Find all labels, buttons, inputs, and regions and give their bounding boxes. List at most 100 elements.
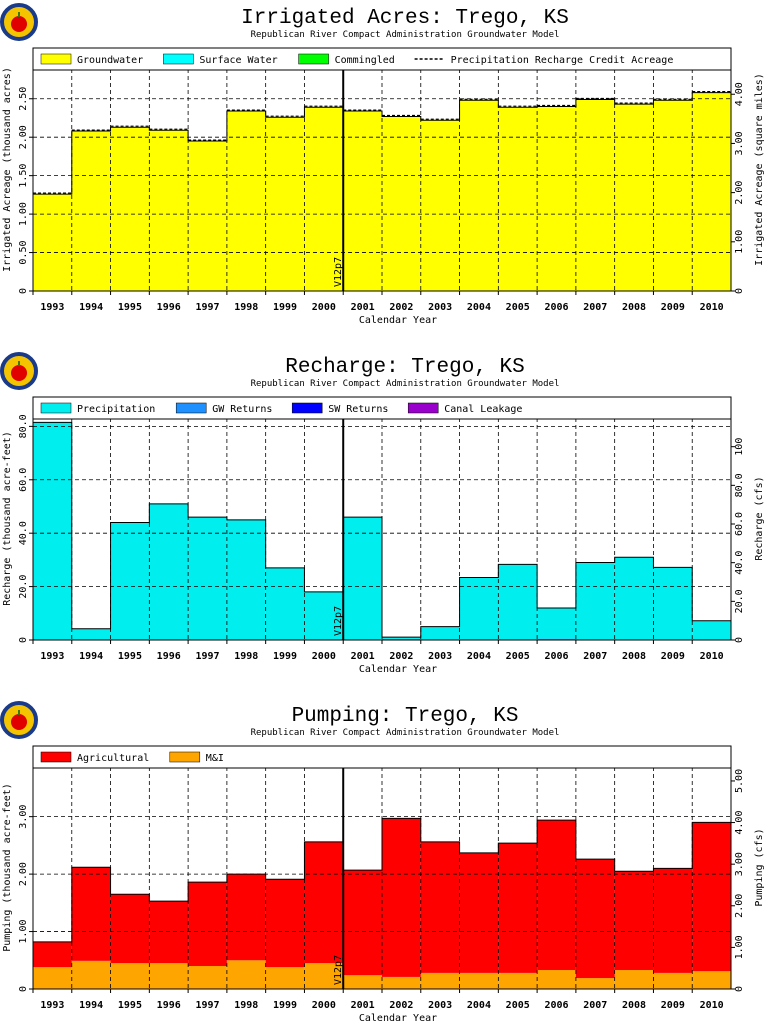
y-tick-label: 2.50	[18, 87, 29, 111]
bar-segment	[110, 894, 150, 964]
x-tick-label: 1997	[195, 302, 219, 313]
legend-swatch	[291, 402, 323, 414]
y2-axis-label: Pumping (cfs)	[754, 828, 765, 906]
legend-swatch	[407, 402, 439, 414]
y2-tick-label: 1.00	[734, 230, 745, 254]
chart-title: Recharge: Trego, KS	[285, 356, 524, 379]
logo-apple	[11, 714, 27, 730]
x-tick-label: 1994	[79, 302, 103, 313]
bar-segment	[71, 628, 111, 640]
bar-segment	[265, 967, 305, 989]
x-tick-label: 1997	[195, 651, 219, 662]
legend-label: GW Returns	[212, 404, 272, 415]
logo-apple	[11, 16, 27, 32]
x-tick-label: 1994	[79, 1000, 103, 1011]
bar-segment	[71, 131, 111, 291]
bar-segment	[459, 972, 499, 989]
chart-subtitle: Republican River Compact Administration …	[251, 379, 560, 389]
x-tick-label: 2000	[312, 651, 336, 662]
x-tick-label: 2001	[351, 302, 375, 313]
y2-tick-label: 80.0	[734, 473, 745, 497]
bar-segment	[420, 626, 460, 640]
bar-segment	[420, 972, 460, 989]
y-axis-label: Pumping (thousand acre-feet)	[2, 783, 13, 952]
bar-segment	[149, 963, 189, 989]
x-tick-label: 2006	[544, 1000, 568, 1011]
chart-title: Irrigated Acres: Trego, KS	[241, 7, 569, 30]
legend-swatch	[175, 402, 207, 414]
bar-segment	[33, 422, 72, 640]
y-tick-label: 0	[18, 986, 29, 992]
bar-segment	[71, 960, 111, 989]
x-tick-label: 1999	[273, 651, 297, 662]
legend-swatch	[40, 402, 72, 414]
x-tick-label: 2000	[312, 1000, 336, 1011]
bar-segment	[343, 111, 382, 291]
bar-segment	[110, 963, 150, 989]
legend-swatch	[40, 751, 72, 763]
y-tick-label: 0	[18, 288, 29, 294]
x-tick-label: 2007	[583, 651, 607, 662]
bar-segment	[149, 503, 189, 640]
bar-segment	[614, 871, 654, 971]
bar-segment	[110, 522, 150, 640]
bar-segment	[304, 963, 344, 989]
y2-tick-label: 20.0	[734, 589, 745, 613]
y-axis-label: Recharge (thousand acre-feet)	[2, 431, 13, 606]
bar-segment	[226, 519, 266, 640]
bar-segment	[110, 127, 150, 292]
y2-tick-label: 5.00	[734, 769, 745, 793]
x-axis-label: Calendar Year	[359, 315, 437, 326]
x-tick-label: 2008	[622, 651, 646, 662]
bar-segment	[382, 976, 421, 989]
version-label: V12p7	[333, 606, 344, 636]
y-tick-label: 3.00	[18, 805, 29, 829]
x-tick-label: 2002	[389, 302, 413, 313]
bar-segment	[614, 970, 654, 989]
x-tick-label: 2009	[661, 1000, 685, 1011]
y-tick-label: 1.50	[18, 164, 29, 188]
y2-tick-label: 100	[734, 438, 745, 456]
x-tick-label: 1996	[157, 302, 181, 313]
bar-segment	[459, 100, 499, 291]
chart-subtitle: Republican River Compact Administration …	[251, 728, 560, 738]
logo-stem	[18, 710, 20, 715]
bar-segment	[575, 978, 615, 989]
bar-segment	[33, 967, 72, 989]
bar-segment	[382, 638, 421, 640]
bar-segment	[575, 562, 615, 640]
x-tick-label: 1994	[79, 651, 103, 662]
bar-segment	[653, 972, 693, 989]
logo-apple	[11, 365, 27, 381]
x-tick-label: 2010	[700, 302, 724, 313]
x-tick-label: 2007	[583, 1000, 607, 1011]
logo-stem	[18, 12, 20, 17]
bar-segment	[420, 841, 460, 973]
legend-swatch	[40, 53, 72, 65]
bar-segment	[692, 620, 731, 640]
bar-segment	[575, 99, 615, 291]
bar-segment	[304, 107, 344, 291]
legend-swatch	[163, 53, 194, 65]
y2-tick-label: 2.00	[734, 894, 745, 918]
bar-segment	[382, 818, 421, 977]
x-tick-label: 1993	[40, 651, 64, 662]
bar-segment	[382, 116, 421, 291]
bar-segment	[498, 107, 538, 291]
x-tick-label: 2009	[661, 302, 685, 313]
bar-segment	[692, 971, 731, 989]
bar-segment	[149, 130, 189, 291]
bar-segment	[459, 852, 499, 973]
bar-segment	[343, 975, 382, 989]
bar-segment	[537, 607, 576, 639]
bar-segment	[498, 843, 538, 973]
bar-segment	[653, 100, 693, 291]
y2-axis-label: Recharge (cfs)	[754, 476, 765, 560]
x-tick-label: 2003	[428, 302, 452, 313]
bar-segment	[459, 577, 499, 640]
logo-stem	[18, 361, 20, 366]
bar-segment	[537, 970, 576, 989]
bar-segment	[188, 882, 227, 967]
x-tick-label: 2010	[700, 1000, 724, 1011]
